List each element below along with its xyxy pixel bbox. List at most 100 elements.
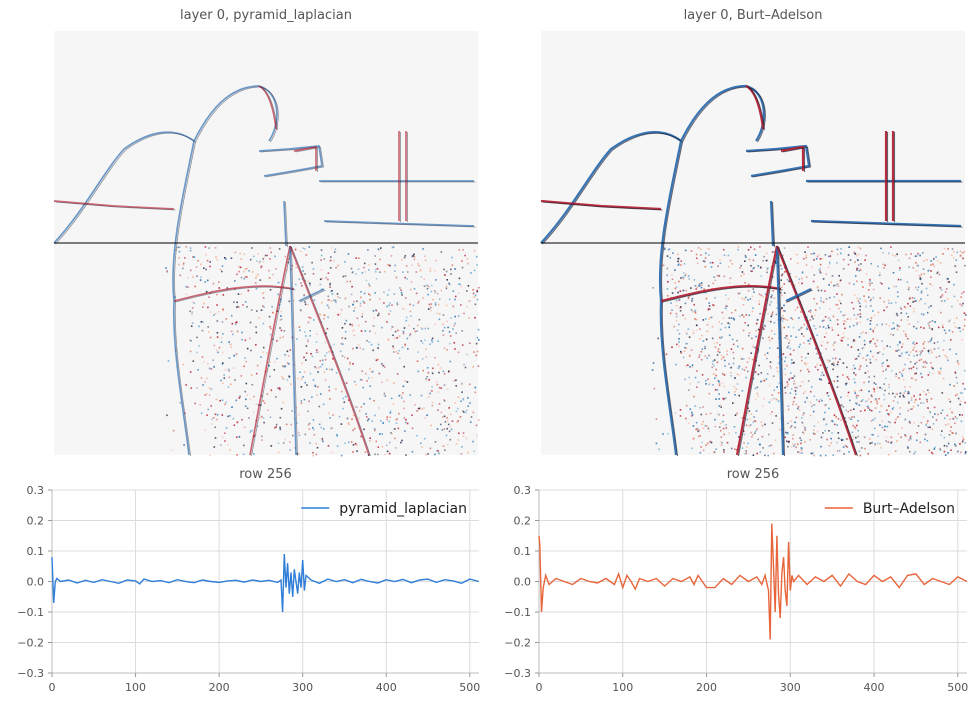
noise-pixel <box>930 270 932 272</box>
noise-pixel <box>922 416 925 418</box>
noise-pixel <box>784 360 786 363</box>
edge-contour <box>323 220 475 227</box>
noise-pixel <box>827 395 830 397</box>
noise-pixel <box>303 294 306 296</box>
noise-pixel <box>880 247 882 250</box>
noise-pixel <box>256 260 258 262</box>
noise-pixel <box>302 247 304 249</box>
noise-pixel <box>294 263 297 265</box>
noise-pixel <box>460 285 463 288</box>
noise-pixel <box>940 370 942 372</box>
noise-pixel <box>333 343 335 346</box>
noise-pixel <box>443 415 446 418</box>
noise-pixel <box>777 362 780 364</box>
noise-pixel <box>390 255 393 257</box>
edge-contour-dark <box>174 141 196 457</box>
noise-pixel <box>240 258 242 260</box>
noise-pixel <box>811 452 814 455</box>
noise-pixel <box>300 402 303 405</box>
noise-pixel <box>312 268 315 270</box>
noise-pixel <box>787 441 790 443</box>
noise-pixel <box>477 419 480 421</box>
noise-pixel <box>262 417 265 419</box>
noise-pixel <box>352 330 354 332</box>
noise-pixel <box>413 258 416 261</box>
noise-pixel <box>875 398 877 400</box>
noise-pixel <box>955 432 957 435</box>
noise-pixel <box>457 396 460 398</box>
noise-pixel <box>358 417 360 420</box>
noise-pixel <box>284 365 287 367</box>
noise-pixel <box>722 420 724 423</box>
noise-pixel <box>377 314 379 317</box>
noise-pixel <box>841 340 843 342</box>
noise-pixel <box>218 346 221 349</box>
noise-pixel <box>736 373 739 375</box>
noise-pixel <box>859 352 861 355</box>
noise-pixel <box>704 292 707 294</box>
noise-pixel <box>874 444 876 447</box>
noise-pixel <box>474 391 477 394</box>
noise-pixel <box>888 252 890 255</box>
noise-pixel <box>726 353 728 356</box>
noise-pixel <box>804 429 806 431</box>
noise-pixel <box>937 371 940 374</box>
noise-pixel <box>724 307 727 310</box>
noise-pixel <box>856 269 858 271</box>
noise-pixel <box>892 406 895 409</box>
noise-pixel <box>727 322 729 324</box>
noise-pixel <box>721 382 724 385</box>
noise-pixel <box>400 289 402 291</box>
noise-pixel <box>260 266 262 269</box>
noise-pixel <box>386 418 388 421</box>
noise-pixel <box>256 310 258 312</box>
noise-pixel <box>365 372 367 375</box>
noise-pixel <box>239 266 242 269</box>
noise-pixel <box>936 341 939 343</box>
noise-pixel <box>721 311 724 314</box>
noise-pixel <box>928 352 930 354</box>
noise-pixel <box>920 326 922 329</box>
noise-pixel <box>831 432 833 434</box>
noise-pixel <box>905 312 908 315</box>
noise-pixel <box>764 324 766 327</box>
noise-pixel <box>837 285 840 287</box>
noise-pixel <box>909 361 912 363</box>
noise-pixel <box>308 400 310 403</box>
noise-pixel <box>759 266 762 269</box>
noise-pixel <box>881 387 883 390</box>
noise-pixel <box>310 353 312 355</box>
noise-pixel <box>901 427 903 429</box>
noise-pixel <box>832 454 834 456</box>
noise-pixel <box>932 372 934 375</box>
noise-pixel <box>922 366 925 368</box>
noise-pixel <box>820 445 822 448</box>
noise-pixel <box>353 427 356 430</box>
noise-pixel <box>919 398 921 400</box>
noise-pixel <box>800 311 802 313</box>
noise-pixel <box>801 272 804 274</box>
noise-pixel <box>762 295 764 298</box>
noise-pixel <box>280 318 283 321</box>
noise-pixel <box>356 300 358 302</box>
noise-pixel <box>861 347 864 350</box>
noise-pixel <box>413 253 415 256</box>
edge-contour <box>173 285 295 302</box>
noise-pixel <box>339 297 341 299</box>
noise-pixel <box>905 351 907 354</box>
noise-pixel <box>187 277 189 279</box>
noise-pixel <box>894 450 897 452</box>
noise-pixel <box>193 302 195 304</box>
noise-pixel <box>745 424 748 427</box>
noise-pixel <box>939 296 942 299</box>
noise-pixel <box>249 431 252 434</box>
noise-pixel <box>766 357 768 360</box>
noise-pixel <box>303 398 306 401</box>
noise-pixel <box>899 407 902 409</box>
noise-pixel <box>425 356 428 358</box>
noise-pixel <box>821 341 824 343</box>
noise-pixel <box>678 323 680 326</box>
noise-pixel <box>732 317 735 320</box>
noise-pixel <box>768 445 771 447</box>
noise-pixel <box>926 422 928 424</box>
